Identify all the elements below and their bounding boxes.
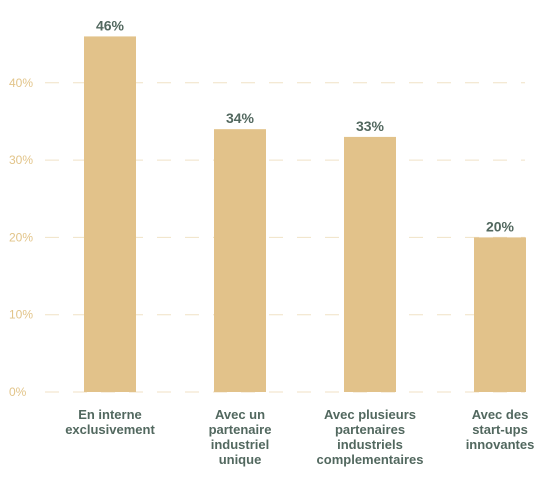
category-label: innovantes: [466, 437, 535, 452]
category-label: partenaire: [209, 422, 272, 437]
y-tick-label: 10%: [9, 308, 33, 322]
category-label: exclusivement: [65, 422, 155, 437]
bar-value-label: 34%: [226, 110, 255, 126]
bar: [474, 237, 526, 392]
bar: [214, 129, 266, 392]
y-tick-label: 30%: [9, 153, 33, 167]
category-label: industriel: [211, 437, 270, 452]
category-label: complementaires: [317, 452, 424, 467]
bar-value-label: 46%: [96, 17, 125, 33]
y-tick-label: 0%: [9, 385, 27, 399]
category-label: Avec un: [215, 407, 265, 422]
y-tick-label: 20%: [9, 230, 33, 244]
bar-value-label: 33%: [356, 118, 385, 134]
category-label: Avec des: [472, 407, 529, 422]
y-tick-label: 40%: [9, 76, 33, 90]
grid-layer: 0% 10% 20% 30% 40%: [9, 76, 525, 399]
bar: [84, 36, 136, 393]
category-label: unique: [219, 452, 262, 467]
bar-value-label: 20%: [486, 218, 515, 234]
category-label: partenaires: [335, 422, 405, 437]
bars-layer: [84, 36, 526, 393]
category-label: Avec plusieurs: [324, 407, 416, 422]
category-label: industriels: [337, 437, 403, 452]
category-label: start-ups: [472, 422, 528, 437]
bar: [344, 136, 396, 392]
category-label: En interne: [78, 407, 142, 422]
